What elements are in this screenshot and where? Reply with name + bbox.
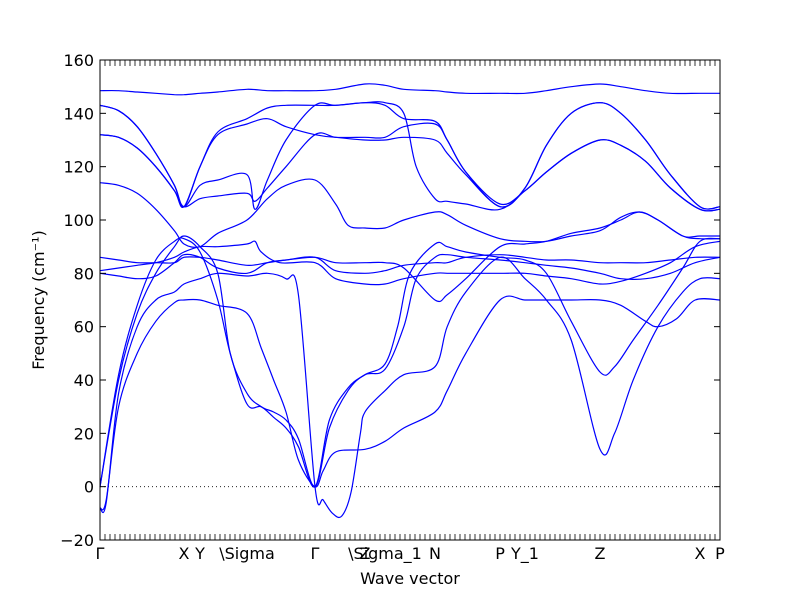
band-line-1 [99, 256, 721, 519]
x-tick-label: N [429, 544, 441, 563]
y-tick-label: 100 [63, 211, 94, 230]
y-tick-label: 20 [74, 424, 94, 443]
x-tick-label: Y_1 [510, 544, 539, 564]
band-line-2 [99, 295, 721, 511]
plot-frame [99, 59, 721, 541]
plot-area [99, 83, 721, 519]
y-tick-label: 80 [74, 264, 94, 283]
x-tick-label: X [694, 544, 705, 563]
y-tick-label: 160 [63, 51, 94, 70]
band-line-8 [99, 178, 720, 248]
y-tick-label: 60 [74, 318, 94, 337]
x-tick-label: Z [595, 544, 606, 563]
y-axis-title: Frequency (cm⁻¹) [29, 230, 48, 369]
band-line-4 [99, 237, 721, 488]
x-tick-label: P [495, 544, 505, 563]
band-line-7 [99, 211, 721, 303]
x-tick-label: P [715, 544, 725, 563]
x-tick-label: Γ [96, 544, 105, 563]
y-tick-label: −20 [60, 531, 94, 550]
x-tick-label: Z [360, 544, 371, 563]
x-tick-label: \Sigma_1 [348, 544, 422, 564]
x-tick-label: X [179, 544, 190, 563]
x-tick-label: \Sigma [219, 544, 275, 563]
band-line-6 [99, 240, 721, 286]
band-line-3 [99, 235, 721, 488]
x-tick-label: Γ [311, 544, 320, 563]
y-tick-label: 40 [74, 371, 94, 390]
band-line-12 [99, 102, 721, 210]
y-tick-label: 0 [84, 478, 94, 497]
y-tick-label: 120 [63, 158, 94, 177]
band-line-13 [99, 83, 720, 96]
y-tick-label: 140 [63, 104, 94, 123]
x-axis-title: Wave vector [360, 569, 460, 588]
x-tick-label: Y [194, 544, 205, 563]
band-line-5 [99, 253, 721, 280]
